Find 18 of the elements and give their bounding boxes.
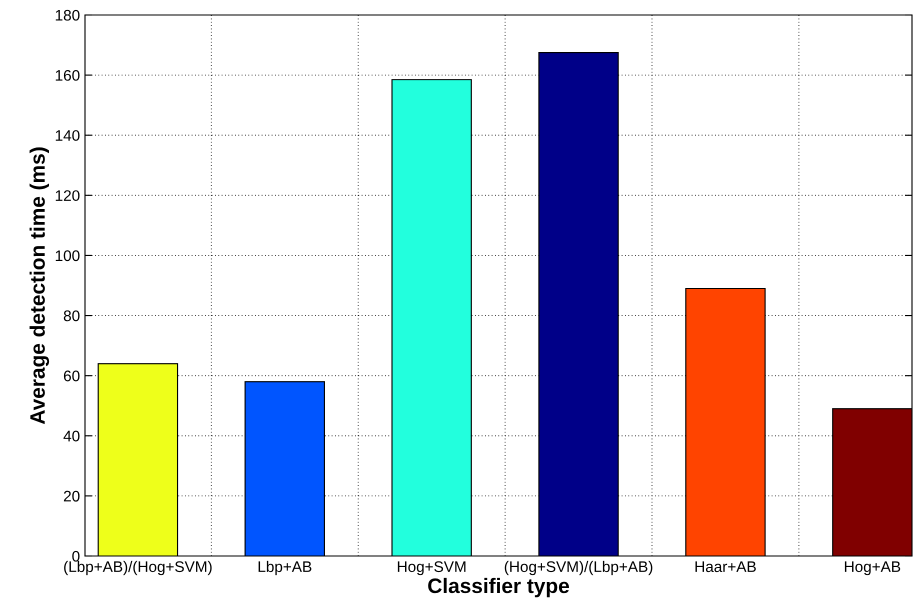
x-tick-label: Lbp+AB: [258, 560, 312, 576]
x-tick-label: (Lbp+AB)/(Hog+SVM): [64, 560, 212, 576]
y-tick-label: 100: [56, 250, 80, 262]
y-tick-label: 140: [56, 130, 80, 141]
x-tick-label: Haar+AB: [695, 561, 756, 572]
y-tick-label: 0: [72, 550, 80, 562]
x-tick-label: Hog+SVM: [398, 561, 466, 576]
x-tick-label: (Hog+SVM)/(Lbp+AB): [504, 560, 652, 576]
x-tick-label: Hog+AB: [844, 561, 900, 576]
y-tick-label: 80: [64, 310, 80, 322]
y-axis-title: Average detection time (ms): [30, 147, 50, 424]
y-tick-label: 120: [56, 190, 80, 202]
y-tick-label: 20: [64, 490, 80, 502]
y-tick-label: 160: [56, 70, 80, 81]
y-tick-label: 40: [64, 430, 80, 442]
y-tick-label: 60: [64, 370, 80, 382]
x-axis-title: Classifier type: [428, 578, 570, 598]
y-tick-label: 180: [56, 10, 80, 21]
